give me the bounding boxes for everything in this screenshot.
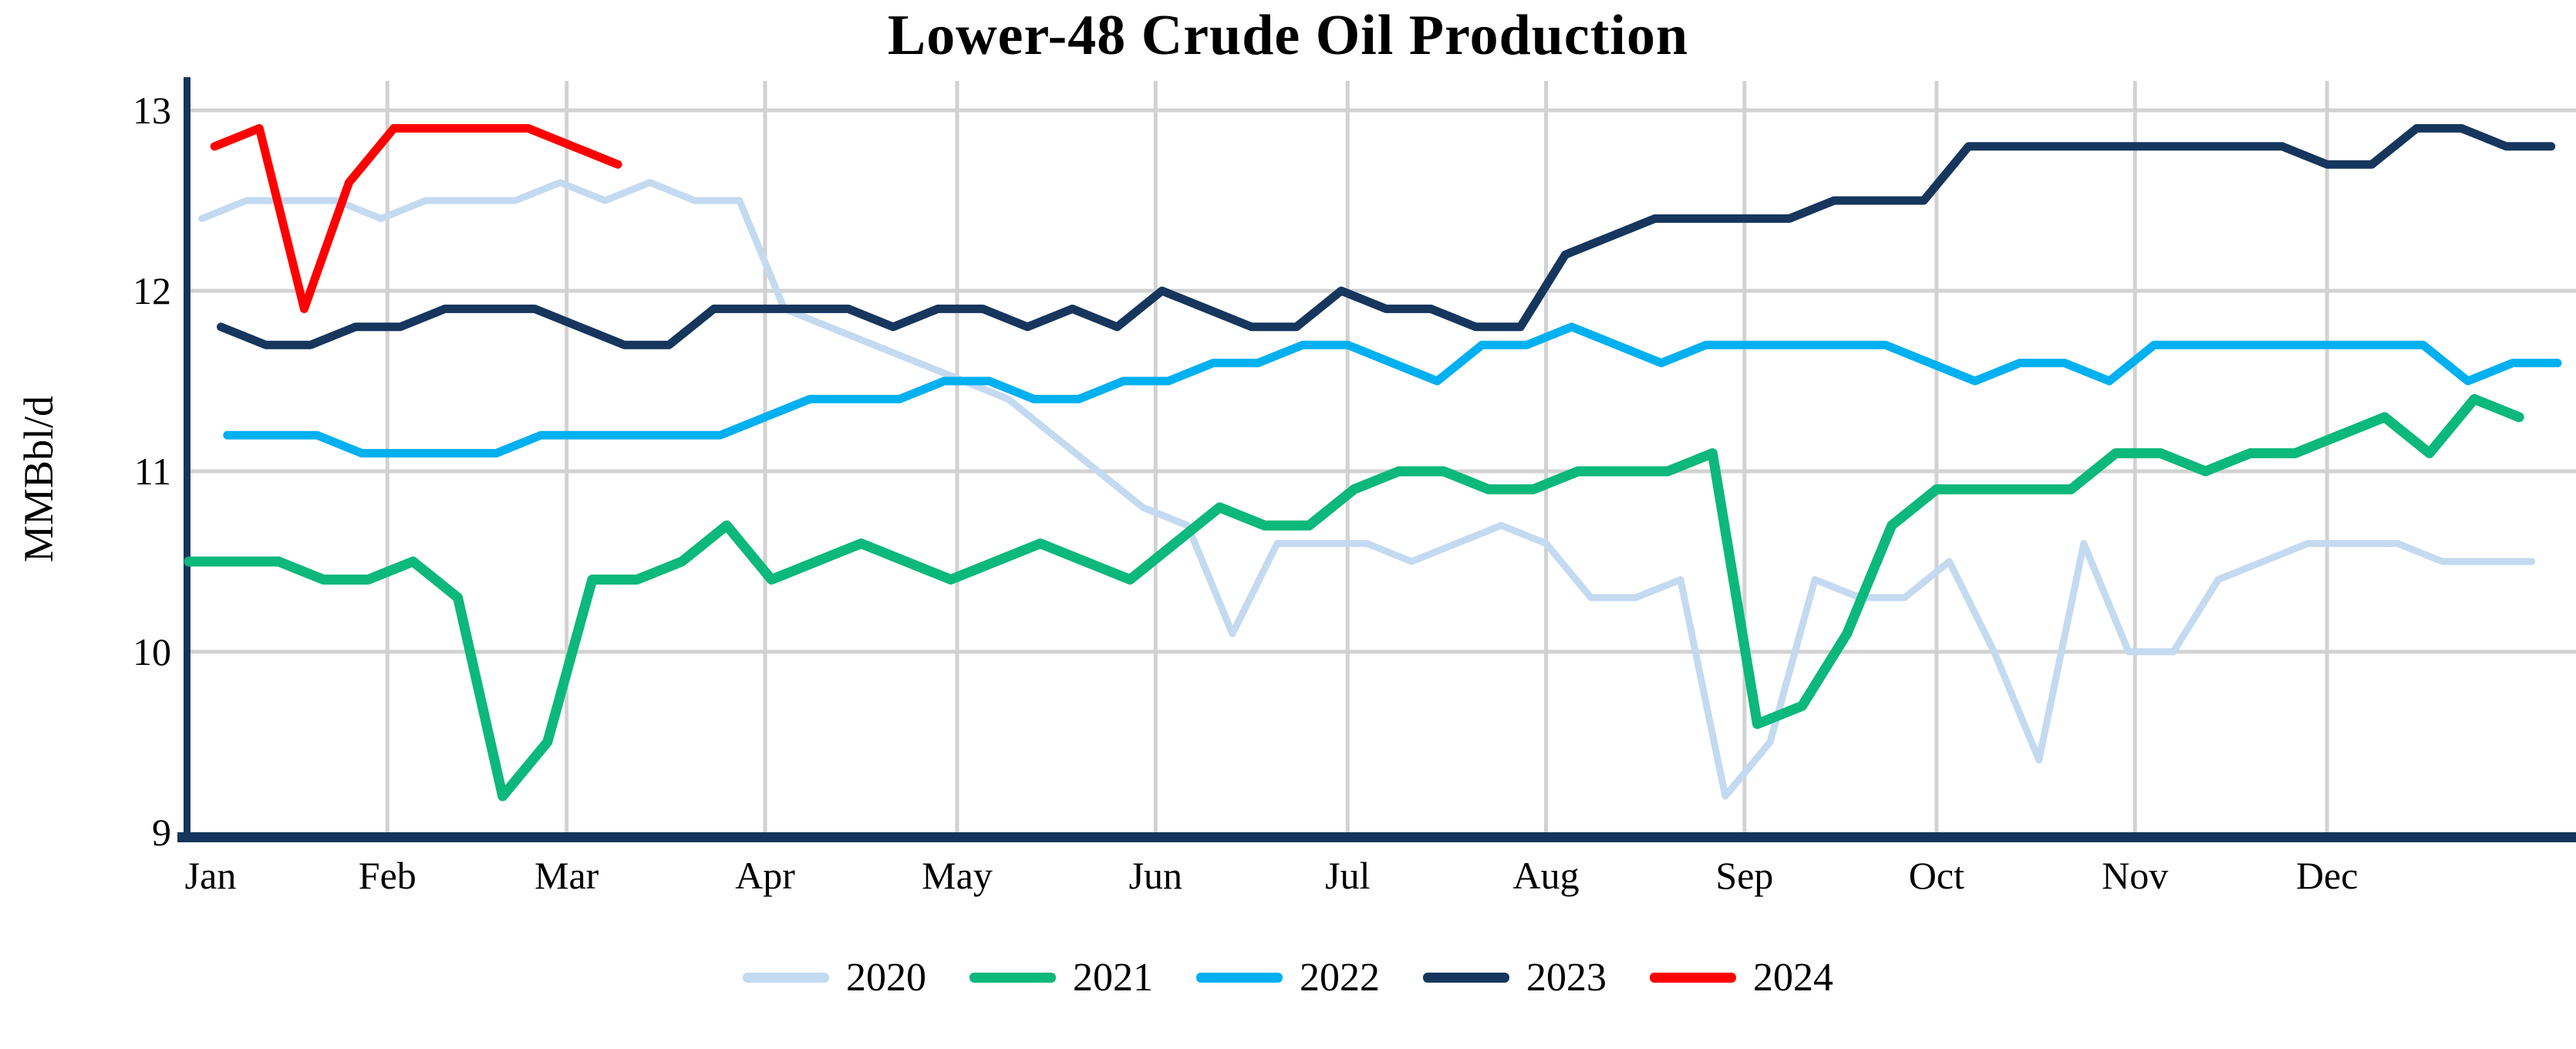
legend-swatch-2022 bbox=[1196, 973, 1283, 983]
x-tick-Jul: Jul bbox=[1325, 854, 1370, 897]
legend-item-2023: 2023 bbox=[1423, 955, 1607, 1000]
legend-item-2020: 2020 bbox=[743, 955, 926, 1000]
x-tick-Aug: Aug bbox=[1513, 854, 1580, 897]
y-tick-10: 10 bbox=[133, 630, 171, 673]
legend-label-2022: 2022 bbox=[1300, 956, 1380, 1000]
legend-label-2023: 2023 bbox=[1526, 956, 1607, 1000]
y-tick-11: 11 bbox=[134, 450, 171, 493]
y-tick-9: 9 bbox=[152, 811, 171, 854]
x-tick-Sep: Sep bbox=[1715, 854, 1773, 897]
x-tick-Oct: Oct bbox=[1909, 854, 1964, 897]
series-line-2022 bbox=[223, 322, 2562, 458]
x-tick-Dec: Dec bbox=[2296, 854, 2359, 897]
x-tick-Mar: Mar bbox=[534, 854, 599, 897]
chart-title: Lower-48 Crude Oil Production bbox=[887, 4, 1689, 67]
chart-legend: 2020 2021 2022 2023 2024 bbox=[0, 955, 2576, 1000]
legend-swatch-2021 bbox=[969, 973, 1056, 983]
legend-item-2021: 2021 bbox=[969, 955, 1153, 1000]
series-line-2021 bbox=[184, 393, 2524, 801]
y-tick-13: 13 bbox=[133, 89, 171, 132]
series-line-2023 bbox=[217, 123, 2556, 349]
legend-label-2024: 2024 bbox=[1753, 956, 1833, 1000]
y-tick-12: 12 bbox=[133, 269, 171, 312]
x-tick-Jan: Jan bbox=[185, 854, 237, 897]
legend-swatch-2020 bbox=[743, 973, 829, 983]
series-line-2020 bbox=[198, 179, 2536, 800]
x-tick-Nov: Nov bbox=[2102, 854, 2168, 897]
legend-swatch-2024 bbox=[1650, 973, 1736, 983]
x-tick-Feb: Feb bbox=[359, 854, 416, 897]
series-line-2024 bbox=[210, 123, 622, 313]
y-axis-spine bbox=[184, 77, 191, 839]
x-tick-Jun: Jun bbox=[1129, 854, 1182, 897]
legend-item-2022: 2022 bbox=[1196, 955, 1380, 1000]
legend-label-2021: 2021 bbox=[1073, 956, 1153, 1000]
x-axis-spine bbox=[177, 832, 2576, 842]
legend-swatch-2023 bbox=[1423, 973, 1509, 983]
x-tick-Apr: Apr bbox=[735, 854, 795, 897]
x-tick-May: May bbox=[922, 854, 993, 897]
legend-item-2024: 2024 bbox=[1650, 955, 1833, 1000]
legend-label-2020: 2020 bbox=[846, 956, 926, 1000]
